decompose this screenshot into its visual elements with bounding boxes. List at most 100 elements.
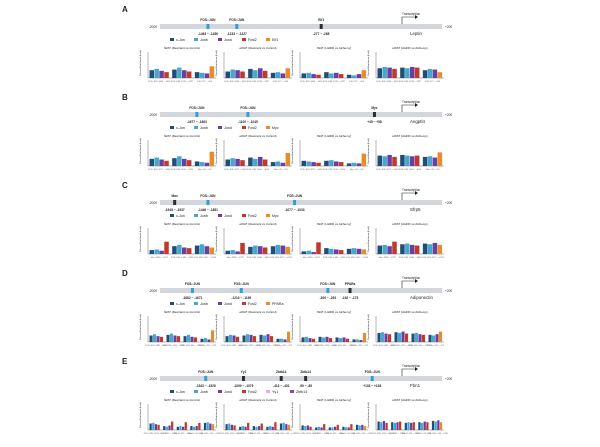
panel-a-subplot-3-bar-g0-s0	[377, 68, 383, 78]
panel-a-subplot-3-group-label-0: FOS::JUN -1463 ~ -1456	[376, 81, 399, 83]
panel-e-subplot-0-bar-g4-s3	[211, 424, 215, 430]
panel-d-subplot-0-ylabel: Percent Enrichment (Fold)	[139, 314, 142, 340]
panel-c-subplot-0-title: iWAT (Restraint vs Control)	[164, 222, 200, 226]
panel-e-site-label-1: Yy1	[241, 370, 247, 374]
panel-e-subplot-0-group-label-1: Yy1 -1090 ~ -1079	[160, 433, 177, 435]
panel-d-subplot-3-bar-g1-s0	[394, 332, 398, 342]
panel-d-subplot-3-bar-g2-s1	[415, 332, 419, 342]
panel-d-subplot-1-bar-g3-s1	[280, 338, 284, 342]
panel-c-site-coord-0: -1948 ~ -1937	[165, 208, 185, 212]
panel-a-subplot-2-bar-g0-s3	[316, 74, 321, 78]
panel-e-subplot-1-bar-g1-s2	[244, 426, 247, 430]
panel-d-subplot-2-group-label-1: FOS::JUN -1210 ~ -1199	[314, 345, 337, 347]
panel-b-subplot-0-bar-g2-s2	[204, 162, 210, 166]
panel-a-letter: A	[122, 5, 128, 14]
panel-e-subplot-1-bar-g2-s1	[255, 426, 258, 430]
panel-a-subplot-2-bar-g1-s3	[338, 74, 344, 78]
panel-c-gene-name: Sfrp5	[410, 207, 421, 212]
panel-a-subplot-0-title: iWAT (Restraint vs Control)	[164, 46, 200, 50]
panel-a-site-coord-1: -1233 ~ -1227	[227, 32, 247, 36]
panel-d-legend-label-1: Junb	[200, 302, 208, 306]
panel-b-subplot-3-bar-g2-s1	[427, 156, 433, 166]
panel-e-subplot-0-ylabel: Percent Enrichment (Fold)	[139, 402, 142, 428]
panel-d-site-coord-0: -1682 ~ -1671	[182, 296, 202, 300]
panel-d-subplot-2-title: iWAT (HHDD vs Alchemy)	[317, 310, 351, 314]
panel-b-subplot-1-bar-g0-s3	[240, 160, 245, 166]
panel-e-subplot-0-bar-g4-s1	[206, 422, 209, 430]
panel-e-subplot-0-bar-g4-s2	[209, 423, 212, 430]
panel-e-subplot-3-bar-g0-s0	[377, 421, 380, 430]
panel-e-transcription-label: Transcription	[402, 364, 421, 368]
panel-b-promoter-bar	[160, 112, 442, 117]
panel-b-subplot-2-group-label-2: Myc +45 ~ +58	[350, 169, 364, 171]
panel-d-subplot-1-bar-g1-s0	[242, 335, 246, 342]
panel-b-subplot-2-bar-g0-s2	[311, 162, 316, 166]
panel-d-subplot-1-ylabel: Percent Enrichment (Fold)	[215, 314, 218, 340]
panel-b-subplot-3-bar-g0-s3	[392, 156, 397, 166]
panel-e-arrow-head	[415, 367, 418, 371]
panel-e-subplot-3-bar-g1-s3	[399, 421, 402, 430]
panel-d-subplot-2-bar-g3-s3	[363, 332, 367, 342]
panel-b-subplot-1-bar-g2-s0	[270, 162, 276, 166]
panel-d-subplot-1-bar-g3-s0	[276, 338, 280, 342]
panel-e-subplot-1-bar-g3-s1	[268, 426, 272, 430]
panel-e-subplot-2-group-label-3: Zbtb14 -99 ~ -85	[340, 432, 356, 435]
panel-a-legend-label-2: Jund	[224, 38, 232, 42]
panel-e-legend-swatch-1	[194, 390, 198, 393]
panel-e-subplot-1-group-label-1: Yy1 -1090 ~ -1079	[236, 433, 253, 435]
panel-c-subplot-2-bar-g0-s1	[306, 250, 311, 254]
panel-a-legend-label-3: Fosl2	[248, 38, 257, 42]
panel-a-site-label-0: FOS::JUN	[200, 18, 216, 22]
panel-d-subplot-0-bar-g3-s2	[207, 339, 211, 342]
panel-a-subplot-2-bar-g1-s2	[334, 72, 339, 78]
panel-d-gene-name: Adiponectin	[410, 295, 434, 300]
panel-e-subplot-3-bar-g1-s0	[391, 422, 394, 430]
panel-c-promoter-bar	[160, 200, 442, 205]
panel-c-subplot-3-bar-g0-s3	[392, 241, 397, 254]
panel-c-subplot-0-bar-g0-s3	[164, 241, 169, 254]
panel-e-subplot-2-bar-g1-s2	[320, 427, 323, 430]
panel-b-arrow-head	[415, 103, 418, 107]
panel-e-binding-site-0	[204, 376, 208, 381]
panel-b-start-coord: -2000	[149, 113, 157, 117]
panel-a-subplot-0-bar-g1-s2	[182, 70, 187, 78]
panel-e-subplot-3-bar-g0-s3	[385, 422, 388, 430]
panel-e-subplot-2-group-label-0: FOS::JUN -1543 ~ -1528	[296, 433, 319, 435]
panel-a-subplot-2-ylabel: Percent Enrichment (Fold)	[291, 50, 294, 76]
panel-c-site-label-2: FOS::JUN	[287, 194, 303, 198]
panel-b-subplot-2-bar-g1-s2	[334, 161, 339, 166]
panel-b-subplot-2-bar-g1-s0	[324, 160, 329, 166]
panel-d-subplot-0-bar-g3-s0	[200, 338, 204, 342]
panel-a-arrow-head	[415, 15, 418, 19]
panel-d-subplot-2-bar-g1-s0	[318, 336, 322, 342]
panel-e-subplot-2-bar-g2-s1	[331, 427, 334, 430]
panel-e-subplot-3-bar-g4-s2	[437, 420, 440, 430]
panel-d-transcription-label: Transcription	[402, 276, 421, 280]
panel-e-subplot-1-bar-g3-s2	[271, 426, 274, 430]
panel-a-subplot-2-bar-g2-s1	[351, 75, 357, 78]
panel-b-subplot-1-bar-g1-s2	[258, 156, 263, 166]
panel-c-subplot-2-ylabel: Percent Enrichment (Fold)	[291, 226, 294, 252]
panel-e-legend-swatch-0	[170, 390, 174, 393]
panel-c-end-coord: +200	[445, 201, 452, 205]
panel-e-subplot-0-bar-g2-s3	[184, 422, 187, 430]
panel-d-subplot-3-bar-g0-s2	[384, 333, 388, 342]
panel-e-subplot-2-bar-g1-s3	[323, 424, 326, 430]
panel-a-transcription-label: Transcription	[402, 12, 421, 16]
panel-a-subplot-2-bar-g2-s3	[361, 70, 367, 78]
panel-d-subplot-0-bar-g1-s2	[173, 335, 177, 342]
panel-a-legend-label-4: Elf1	[272, 38, 278, 42]
panel-a-subplot-3-bar-g2-s0	[422, 70, 428, 78]
panel-c-subplot-2-bar-g0-s3	[316, 242, 321, 254]
panel-a-subplot-1-title: eWAT (Restraint vs Control)	[239, 46, 276, 50]
panel-a-subplot-3-group-label-1: FOS::JUN -1233 ~ -1227	[399, 81, 422, 83]
panel-a-subplot-3-title: eWAT (HHDD vs Alchemy)	[392, 46, 427, 50]
panel-e-subplot-3-bar-g4-s1	[434, 421, 437, 430]
panel-b-legend-label-0: c-Jun	[176, 126, 185, 130]
panel-a-subplot-0-bar-g2-s3	[209, 66, 215, 78]
panel-d-subplot-1-group-label-1: FOS::JUN -1210 ~ -1199	[238, 345, 261, 347]
panel-e-subplot-3-bar-g1-s1	[393, 422, 396, 430]
panel-e-letter: E	[122, 357, 128, 366]
panel-e-subplot-0-group-label-4: FOS::JUN +133 ~ +138	[199, 433, 221, 435]
panel-d-site-label-0: FOS::JUN	[185, 282, 201, 286]
